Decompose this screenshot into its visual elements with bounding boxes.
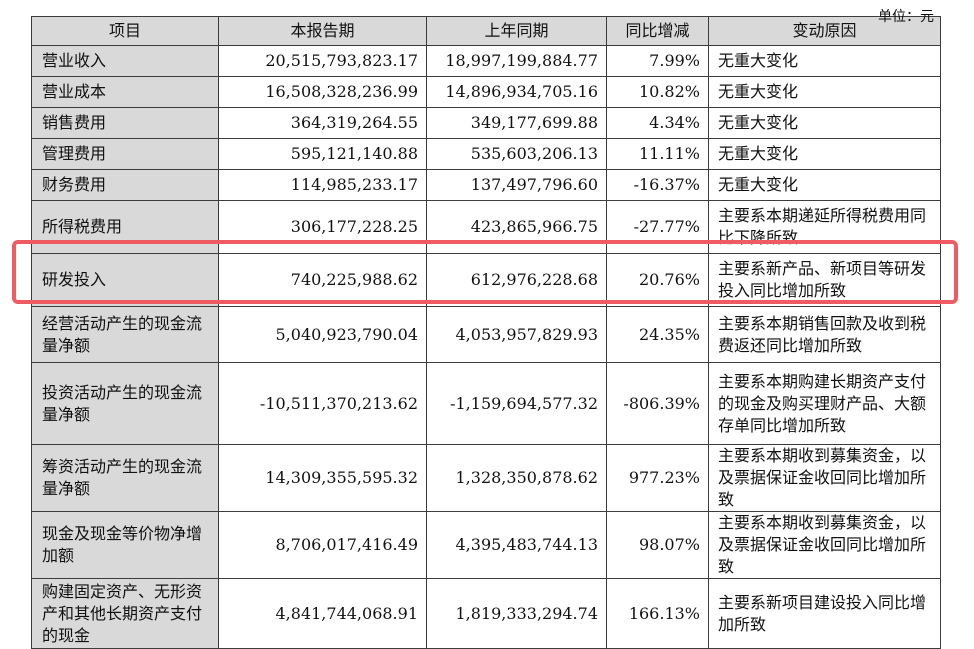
row-reason: 主要系本期收到募集资金，以及票据保证金收回同比增加所致 <box>708 511 941 579</box>
table-row-highlighted: 研发投入 740,225,988.62 612,976,228.68 20.76… <box>31 253 941 307</box>
row-change: 4.34% <box>606 107 709 139</box>
row-reason: 无重大变化 <box>708 169 941 201</box>
header-prior-period: 上年同期 <box>426 16 607 46</box>
row-current: 5,040,923,790.04 <box>218 306 427 363</box>
row-prior: 612,976,228.68 <box>426 253 607 307</box>
row-prior: 1,819,333,294.74 <box>426 578 607 649</box>
row-item: 所得税费用 <box>31 200 219 254</box>
row-item: 购建固定资产、无形资产和其他长期资产支付的现金 <box>31 578 219 649</box>
row-item: 营业收入 <box>31 45 219 77</box>
row-current: 20,515,793,823.17 <box>218 45 427 77</box>
row-current: 4,841,744,068.91 <box>218 578 427 649</box>
row-change: 10.82% <box>606 76 709 108</box>
row-prior: 18,997,199,884.77 <box>426 45 607 77</box>
row-prior: 349,177,699.88 <box>426 107 607 139</box>
row-change: 20.76% <box>606 253 709 307</box>
table-row: 所得税费用 306,177,228.25 423,865,966.75 -27.… <box>31 200 941 254</box>
row-current: 306,177,228.25 <box>218 200 427 254</box>
row-change: 166.13% <box>606 578 709 649</box>
row-reason: 主要系新产品、新项目等研发投入同比增加所致 <box>708 253 941 307</box>
table-row: 经营活动产生的现金流量净额 5,040,923,790.04 4,053,957… <box>31 306 941 363</box>
row-current: 114,985,233.17 <box>218 169 427 201</box>
table-row: 管理费用 595,121,140.88 535,603,206.13 11.11… <box>31 138 941 170</box>
row-reason: 主要系新项目建设投入同比增加所致 <box>708 578 941 649</box>
table-row: 财务费用 114,985,233.17 137,497,796.60 -16.3… <box>31 169 941 201</box>
table-row: 现金及现金等价物净增加额 8,706,017,416.49 4,395,483,… <box>31 511 941 579</box>
row-item: 筹资活动产生的现金流量净额 <box>31 444 219 512</box>
row-prior: 137,497,796.60 <box>426 169 607 201</box>
row-prior: 423,865,966.75 <box>426 200 607 254</box>
row-reason: 无重大变化 <box>708 76 941 108</box>
row-current: 740,225,988.62 <box>218 253 427 307</box>
financial-change-table: 项目 本报告期 上年同期 同比增减 变动原因 营业收入 20,515,793,8… <box>31 16 941 649</box>
row-change: -806.39% <box>606 362 709 445</box>
row-reason: 主要系本期递延所得税费用同比下降所致 <box>708 200 941 254</box>
table-row: 投资活动产生的现金流量净额 -10,511,370,213.62 -1,159,… <box>31 362 941 445</box>
row-prior: 4,053,957,829.93 <box>426 306 607 363</box>
table-row: 营业成本 16,508,328,236.99 14,896,934,705.16… <box>31 76 941 108</box>
header-change-reason: 变动原因 <box>708 16 941 46</box>
row-reason: 主要系本期购建长期资产支付的现金及购买理财产品、大额存单同比增加所致 <box>708 362 941 445</box>
header-current-period: 本报告期 <box>218 16 427 46</box>
row-current: 364,319,264.55 <box>218 107 427 139</box>
table-row: 营业收入 20,515,793,823.17 18,997,199,884.77… <box>31 45 941 77</box>
row-change: -16.37% <box>606 169 709 201</box>
row-item: 管理费用 <box>31 138 219 170</box>
row-change: 11.11% <box>606 138 709 170</box>
table-row: 销售费用 364,319,264.55 349,177,699.88 4.34%… <box>31 107 941 139</box>
row-prior: 14,896,934,705.16 <box>426 76 607 108</box>
row-current: 595,121,140.88 <box>218 138 427 170</box>
row-change: 24.35% <box>606 306 709 363</box>
row-reason: 无重大变化 <box>708 138 941 170</box>
report-table-container: 单位：元 项目 本报告期 上年同期 同比增减 变动原因 营业收入 20,515,… <box>31 9 941 649</box>
row-item: 研发投入 <box>31 253 219 307</box>
table-row: 购建固定资产、无形资产和其他长期资产支付的现金 4,841,744,068.91… <box>31 578 941 649</box>
row-reason: 无重大变化 <box>708 107 941 139</box>
row-current: -10,511,370,213.62 <box>218 362 427 445</box>
header-row: 项目 本报告期 上年同期 同比增减 变动原因 <box>31 16 941 46</box>
row-reason: 无重大变化 <box>708 45 941 77</box>
row-prior: -1,159,694,577.32 <box>426 362 607 445</box>
unit-label: 单位：元 <box>878 9 934 25</box>
row-item: 营业成本 <box>31 76 219 108</box>
row-item: 销售费用 <box>31 107 219 139</box>
row-item: 经营活动产生的现金流量净额 <box>31 306 219 363</box>
row-prior: 1,328,350,878.62 <box>426 444 607 512</box>
row-item: 财务费用 <box>31 169 219 201</box>
row-change: -27.77% <box>606 200 709 254</box>
row-current: 8,706,017,416.49 <box>218 511 427 579</box>
header-yoy-change: 同比增减 <box>606 16 709 46</box>
row-item: 现金及现金等价物净增加额 <box>31 511 219 579</box>
row-current: 16,508,328,236.99 <box>218 76 427 108</box>
row-change: 977.23% <box>606 444 709 512</box>
row-current: 14,309,355,595.32 <box>218 444 427 512</box>
row-reason: 主要系本期销售回款及收到税费返还同比增加所致 <box>708 306 941 363</box>
row-prior: 535,603,206.13 <box>426 138 607 170</box>
row-change: 98.07% <box>606 511 709 579</box>
row-prior: 4,395,483,744.13 <box>426 511 607 579</box>
header-item: 项目 <box>31 16 219 46</box>
table-row: 筹资活动产生的现金流量净额 14,309,355,595.32 1,328,35… <box>31 444 941 512</box>
row-change: 7.99% <box>606 45 709 77</box>
row-reason: 主要系本期收到募集资金，以及票据保证金收回同比增加所致 <box>708 444 941 512</box>
row-item: 投资活动产生的现金流量净额 <box>31 362 219 445</box>
